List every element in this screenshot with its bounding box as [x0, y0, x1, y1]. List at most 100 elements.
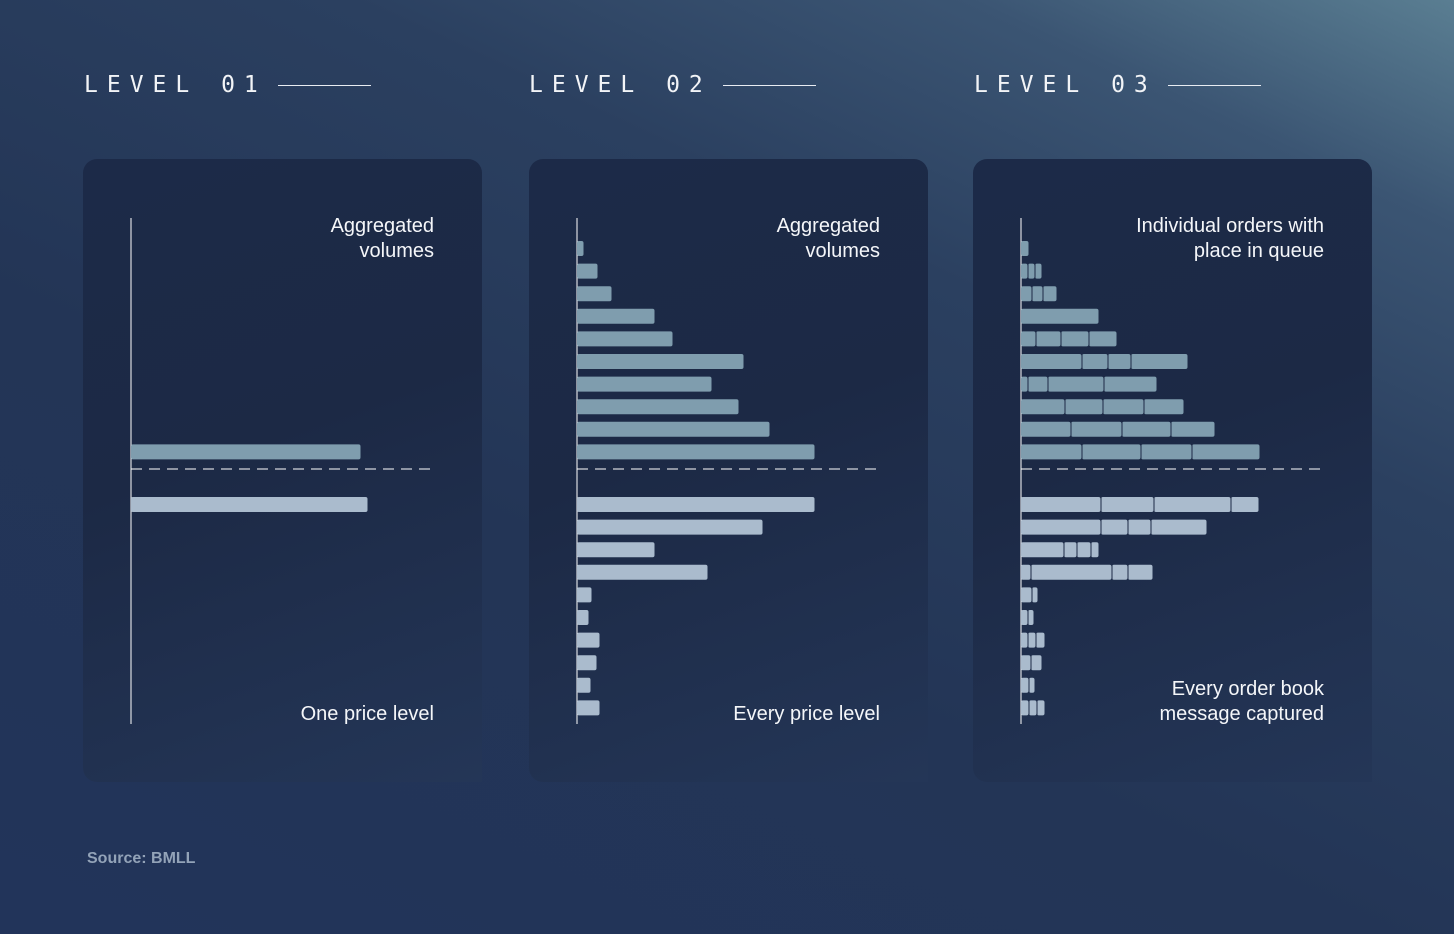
level-01-header: LEVEL 01 [84, 72, 371, 98]
bid-order-bar [1101, 497, 1154, 512]
level-01-bottom-label: One price level [301, 702, 434, 727]
level-02-bottom-label-line: Every price level [733, 703, 880, 725]
level-01-order-book [130, 218, 433, 724]
bid-order-bar [1032, 587, 1038, 603]
level-02-panel: Aggregated volumes Every price level [529, 159, 928, 782]
ask-order-bar [577, 399, 739, 415]
level-02-top-label-line: Aggregated [776, 215, 880, 237]
ask-order-bar [131, 444, 361, 460]
ask-order-bar [1032, 286, 1043, 302]
level-03-top-label: Individual orders with place in queue [1136, 214, 1324, 264]
ask-order-bar [1021, 421, 1071, 437]
level-03-bottom-label-line: message captured [1159, 703, 1324, 725]
ask-order-bar [1043, 286, 1057, 302]
ask-order-bar [1061, 331, 1089, 347]
level-02-top-label-line: volumes [805, 240, 880, 262]
level-03-header: LEVEL 03 [974, 72, 1261, 98]
bid-order-bar [1101, 519, 1128, 535]
bid-order-bar [1231, 497, 1259, 512]
level-01-title: LEVEL 01 [84, 72, 267, 98]
ask-order-bar [577, 286, 612, 302]
bid-order-bar [1128, 519, 1151, 535]
bid-order-bar [131, 497, 368, 512]
level-03-top-label-line: Individual orders with [1136, 215, 1324, 237]
bid-order-bar [1151, 519, 1207, 535]
ask-order-bar [1021, 308, 1099, 324]
ask-order-bar [1021, 444, 1082, 460]
level-03-rule [1167, 84, 1261, 86]
bid-order-bar [1021, 700, 1029, 716]
level-01-top-label-line: volumes [359, 240, 434, 262]
level-03-bottom-label-line: Every order book [1171, 678, 1324, 700]
bid-order-bar [1031, 655, 1042, 671]
bid-order-bar [1031, 564, 1112, 580]
bid-order-bar [577, 564, 708, 580]
level-02-rule [722, 84, 816, 86]
bid-order-bar [1021, 519, 1101, 535]
ask-order-bar [1082, 354, 1108, 369]
bid-order-bar [577, 497, 815, 512]
bid-order-bar [1028, 632, 1036, 648]
level-03-bottom-label: Every order book message captured [1159, 677, 1324, 727]
ask-order-bar [1021, 286, 1032, 302]
level-03-title: LEVEL 03 [974, 72, 1157, 98]
level-02-top-label: Aggregated volumes [777, 214, 880, 264]
bid-order-bar [1029, 677, 1035, 693]
level-02-title: LEVEL 02 [529, 72, 712, 98]
ask-order-bar [1021, 354, 1082, 369]
ask-order-bar [1103, 399, 1144, 415]
ask-order-bar [1021, 263, 1028, 279]
ask-order-bar [1089, 331, 1117, 347]
bid-order-bar [1021, 542, 1064, 558]
ask-order-bar [1082, 444, 1141, 460]
level-02-bottom-label: Every price level [733, 702, 880, 727]
ask-order-bar [577, 444, 815, 460]
bid-order-bar [1064, 542, 1077, 558]
level-03-panel: Individual orders with place in queue Ev… [973, 159, 1372, 782]
level-02-header: LEVEL 02 [529, 72, 816, 98]
level-01-panel: Aggregated volumes One price level [83, 159, 482, 782]
level-03-order-book [1020, 218, 1323, 724]
level-03-top-label-line: place in queue [1193, 240, 1324, 262]
ask-order-bar [577, 421, 770, 437]
bid-order-bar [1091, 542, 1099, 558]
ask-order-bar [1036, 331, 1061, 347]
ask-order-bar [1021, 376, 1028, 392]
bid-order-bar [1028, 610, 1034, 625]
bid-order-bar [1154, 497, 1231, 512]
bid-order-bar [1021, 610, 1028, 625]
bid-order-bar [577, 610, 589, 625]
ask-order-bar [1122, 421, 1171, 437]
ask-order-bar [1028, 376, 1048, 392]
ask-order-bar [577, 331, 673, 347]
level-02-order-book [576, 218, 879, 724]
ask-order-bar [1104, 376, 1157, 392]
bid-order-bar [1037, 700, 1045, 716]
ask-order-bar [1171, 421, 1215, 437]
ask-order-bar [1021, 331, 1036, 347]
bid-order-bar [1128, 564, 1153, 580]
bid-order-bar [1021, 655, 1031, 671]
bid-order-bar [577, 519, 763, 535]
ask-order-bar [1131, 354, 1188, 369]
level-01-top-label-line: Aggregated [330, 215, 434, 237]
level-01-rule [277, 84, 371, 86]
ask-order-bar [1021, 241, 1029, 256]
bid-order-bar [577, 542, 655, 558]
bid-order-bar [1021, 587, 1032, 603]
ask-order-bar [1028, 263, 1035, 279]
bid-order-bar [1021, 632, 1028, 648]
ask-order-bar [1192, 444, 1260, 460]
bid-order-bar [577, 677, 591, 693]
bid-order-bar [577, 587, 592, 603]
ask-order-bar [1071, 421, 1122, 437]
ask-order-bar [1108, 354, 1131, 369]
ask-order-bar [577, 263, 598, 279]
ask-order-bar [1141, 444, 1192, 460]
ask-order-bar [1144, 399, 1184, 415]
bid-order-bar [577, 655, 597, 671]
ask-order-bar [577, 354, 744, 369]
bid-order-bar [1021, 564, 1031, 580]
bid-order-bar [1029, 700, 1037, 716]
bid-order-bar [1036, 632, 1045, 648]
